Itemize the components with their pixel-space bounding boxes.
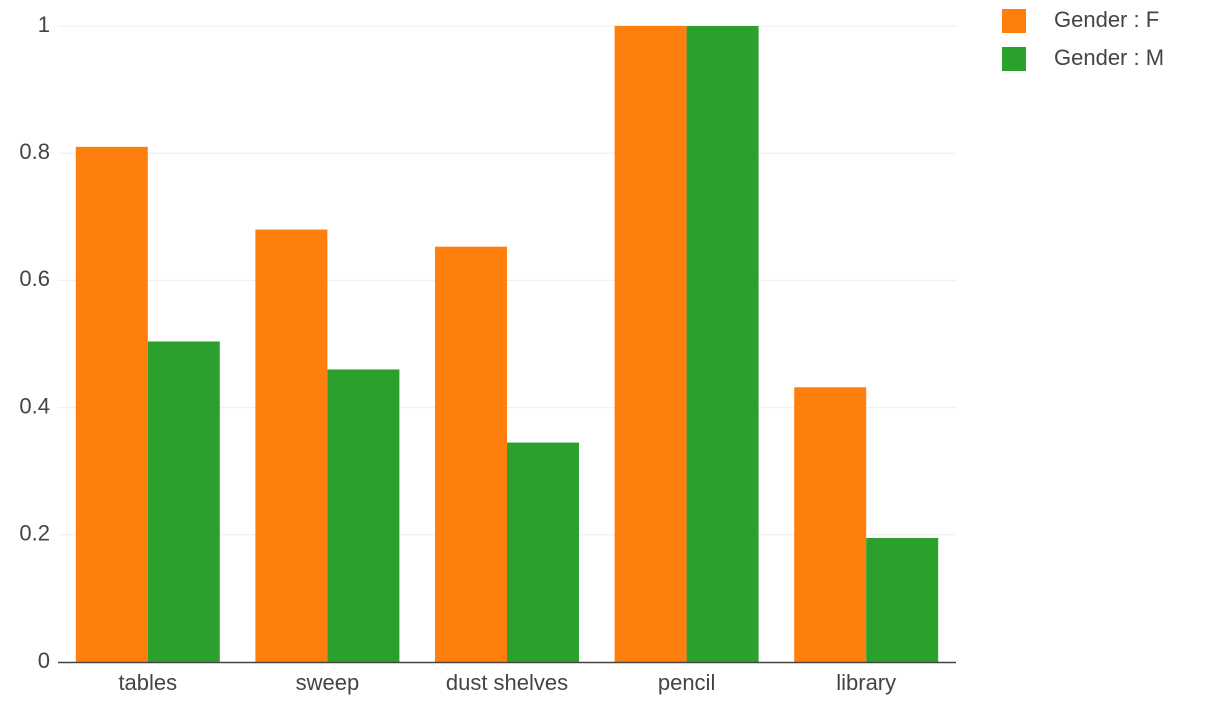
legend-item-0[interactable]: Gender : F bbox=[1002, 7, 1159, 33]
y-tick-labels: 0 0.2 0.4 0.6 0.8 1 bbox=[19, 12, 50, 673]
y-tick-label: 0.2 bbox=[19, 521, 50, 546]
x-tick-label: pencil bbox=[658, 670, 715, 695]
bar-tables-series-0[interactable] bbox=[75, 146, 148, 663]
bar-sweep-series-1[interactable] bbox=[327, 369, 400, 662]
bar-library-series-1[interactable] bbox=[866, 537, 939, 662]
x-tick-label: tables bbox=[118, 670, 177, 695]
x-tick-label: library bbox=[836, 670, 896, 695]
legend-label: Gender : F bbox=[1054, 7, 1159, 32]
y-tick-label: 0.6 bbox=[19, 266, 50, 291]
legend-item-1[interactable]: Gender : M bbox=[1002, 45, 1164, 71]
y-tick-label: 0.8 bbox=[19, 139, 50, 164]
bar-dust-shelves-series-0[interactable] bbox=[435, 246, 507, 662]
y-tick-label: 0 bbox=[38, 648, 50, 673]
x-tick-labels: tables sweep dust shelves pencil library bbox=[118, 670, 896, 695]
legend-swatch bbox=[1002, 47, 1026, 71]
bar-pencil-series-0[interactable] bbox=[614, 26, 687, 662]
y-tick-label: 0.4 bbox=[19, 393, 50, 418]
bar-library-series-0[interactable] bbox=[794, 387, 867, 662]
x-tick-label: dust shelves bbox=[446, 670, 568, 695]
x-tick-label: sweep bbox=[296, 670, 360, 695]
bar-dust-shelves-series-1[interactable] bbox=[507, 442, 579, 662]
bar-pencil-series-1[interactable] bbox=[686, 26, 759, 662]
legend-label: Gender : M bbox=[1054, 45, 1164, 70]
legend-swatch bbox=[1002, 9, 1026, 33]
legend[interactable]: Gender : F Gender : M bbox=[1002, 7, 1164, 71]
bars bbox=[75, 26, 939, 663]
bar-sweep-series-0[interactable] bbox=[255, 229, 328, 662]
bar-tables-series-1[interactable] bbox=[147, 341, 220, 662]
y-tick-label: 1 bbox=[38, 12, 50, 37]
